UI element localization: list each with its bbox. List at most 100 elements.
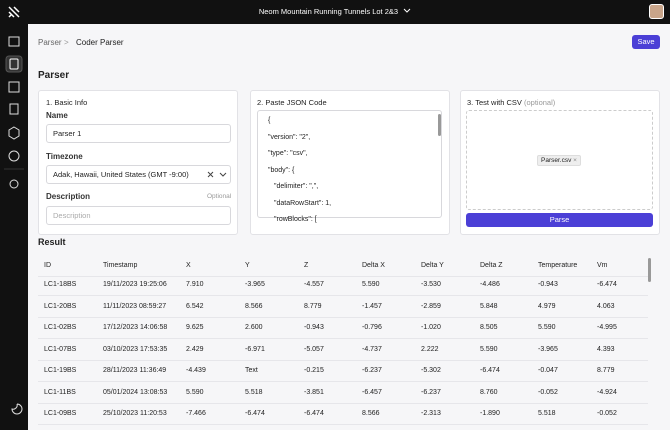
timezone-select[interactable]: Adak, Hawaii, United States (GMT -9:00) bbox=[46, 165, 231, 184]
table-cell: 2.429 bbox=[186, 345, 204, 353]
table-cell: -6.237 bbox=[362, 367, 382, 374]
table-cell: LC1-19BS bbox=[44, 367, 77, 374]
remove-file[interactable]: × bbox=[573, 157, 577, 164]
column-header: Z bbox=[304, 262, 309, 269]
table-cell: 11/11/2023 08:59:27 bbox=[103, 302, 167, 310]
card-title: 2. Paste JSON Code bbox=[257, 98, 327, 107]
table-cell: -6.971 bbox=[245, 345, 265, 353]
csv-card bbox=[460, 90, 660, 235]
table-cell: 25/10/2023 11:20:53 bbox=[103, 410, 167, 417]
code-line: "delimiter": ",", bbox=[274, 183, 319, 190]
table-cell: 7.910 bbox=[186, 281, 204, 288]
card-title-text: 3. Test with CSV bbox=[467, 98, 522, 107]
table-cell: 8.760 bbox=[480, 388, 498, 396]
logo bbox=[8, 6, 20, 18]
field-label: Description bbox=[46, 192, 91, 201]
table-cell: 5.848 bbox=[480, 302, 498, 310]
table-cell: 5.590 bbox=[538, 324, 556, 331]
table-cell: 4.063 bbox=[597, 302, 615, 310]
table-cell: -6.474 bbox=[480, 367, 500, 374]
scrollbar bbox=[438, 114, 441, 136]
top-bar: Neom Mountain Running Tunnels Lot 2&3 bbox=[0, 0, 670, 24]
table-cell: -3.851 bbox=[304, 388, 324, 396]
table-cell: -4.924 bbox=[597, 388, 617, 396]
table-cell: -3.530 bbox=[421, 281, 441, 288]
table-cell: -0.796 bbox=[362, 324, 382, 331]
table-cell: 5.590 bbox=[362, 281, 380, 288]
table-cell: -2.859 bbox=[421, 302, 441, 310]
field-label: Name bbox=[46, 111, 68, 120]
table-cell: 6.542 bbox=[186, 302, 204, 310]
table-cell: 4.979 bbox=[538, 302, 556, 310]
row-divider bbox=[38, 359, 648, 361]
table-cell: 2.600 bbox=[245, 324, 263, 331]
table-cell: -5.302 bbox=[421, 367, 441, 374]
table-cell: 8.505 bbox=[480, 324, 498, 331]
column-header: Delta X bbox=[362, 262, 385, 269]
avatar[interactable] bbox=[649, 4, 664, 19]
code-line: "body": { bbox=[268, 166, 295, 174]
table-cell: 5.518 bbox=[538, 410, 556, 417]
breadcrumb-current: Coder Parser bbox=[76, 38, 124, 47]
table-cell: -4.737 bbox=[362, 345, 382, 353]
table-cell: LC1-02BS bbox=[44, 324, 77, 331]
table-cell: -0.943 bbox=[304, 324, 324, 331]
select-controls bbox=[207, 171, 227, 178]
table-cell: LC1-11BS bbox=[44, 388, 76, 396]
table-cell: -1.020 bbox=[421, 324, 441, 331]
table-cell: -6.474 bbox=[597, 281, 617, 288]
table-cell: -3.965 bbox=[245, 281, 265, 288]
table-cell: LC1-07BS bbox=[44, 345, 77, 353]
table-cell: 5.590 bbox=[186, 388, 204, 396]
table-cell: 17/12/2023 14:06:58 bbox=[103, 324, 168, 331]
code-line: "rowBlocks": [ bbox=[274, 216, 317, 223]
code-editor[interactable] bbox=[257, 110, 442, 218]
table-cell: -2.313 bbox=[421, 410, 441, 417]
optional-note: Optional bbox=[207, 193, 232, 200]
chevron bbox=[403, 8, 411, 13]
row-divider bbox=[38, 338, 648, 339]
table-cell: 5.518 bbox=[245, 388, 263, 396]
breadcrumb-parent[interactable]: Parser bbox=[38, 38, 62, 47]
project-title[interactable]: Neom Mountain Running Tunnels Lot 2&3 bbox=[258, 7, 399, 16]
table-cell: -1.890 bbox=[480, 410, 500, 417]
table-cell: LC1-18BS bbox=[44, 281, 77, 288]
table-cell: 5.590 bbox=[480, 345, 498, 353]
row-divider bbox=[38, 402, 648, 404]
result-heading: Result bbox=[38, 237, 66, 247]
card-title-note: (optional) bbox=[523, 98, 556, 107]
table-cell: -3.965 bbox=[538, 345, 558, 353]
file-chip: Parser.csv × bbox=[537, 155, 581, 166]
table-cell: -4.439 bbox=[186, 367, 206, 374]
column-header: Temperature bbox=[538, 262, 578, 269]
table-cell: 05/01/2024 13:08:53 bbox=[103, 388, 168, 396]
sidebar bbox=[0, 24, 28, 430]
breadcrumb-separator: > bbox=[64, 38, 69, 47]
table-cell: -0.943 bbox=[538, 281, 558, 288]
table-cell: 9.625 bbox=[186, 324, 204, 331]
description-input[interactable]: Description bbox=[46, 206, 231, 225]
row-divider bbox=[38, 276, 648, 277]
column-header: ID bbox=[44, 262, 51, 269]
column-header: Timestamp bbox=[103, 262, 138, 269]
save-button[interactable]: Save bbox=[632, 35, 660, 49]
column-header: Y bbox=[245, 262, 250, 269]
table-cell: 8.566 bbox=[245, 302, 263, 310]
table-cell: -0.047 bbox=[538, 367, 558, 374]
table-cell: LC1-20BS bbox=[44, 302, 77, 310]
name-input[interactable]: Parser 1 bbox=[46, 124, 231, 143]
table-cell: 2.222 bbox=[421, 345, 439, 353]
timezone-value: Adak, Hawaii, United States (GMT -9:00) bbox=[53, 170, 189, 179]
card-title: 3. Test with CSV (optional) bbox=[467, 98, 555, 107]
dropzone[interactable] bbox=[466, 110, 653, 210]
parse-button[interactable]: Parse bbox=[466, 213, 653, 227]
code-line: "type": "csv", bbox=[268, 150, 308, 157]
table-scrollbar bbox=[648, 258, 651, 282]
row-divider bbox=[38, 295, 648, 296]
table-cell: -4.486 bbox=[480, 281, 500, 288]
code-line: { bbox=[268, 117, 271, 124]
table-cell: 03/10/2023 17:53:35 bbox=[103, 345, 168, 353]
code-line: "version": "2", bbox=[268, 133, 311, 141]
table-cell: -0.052 bbox=[597, 410, 617, 417]
